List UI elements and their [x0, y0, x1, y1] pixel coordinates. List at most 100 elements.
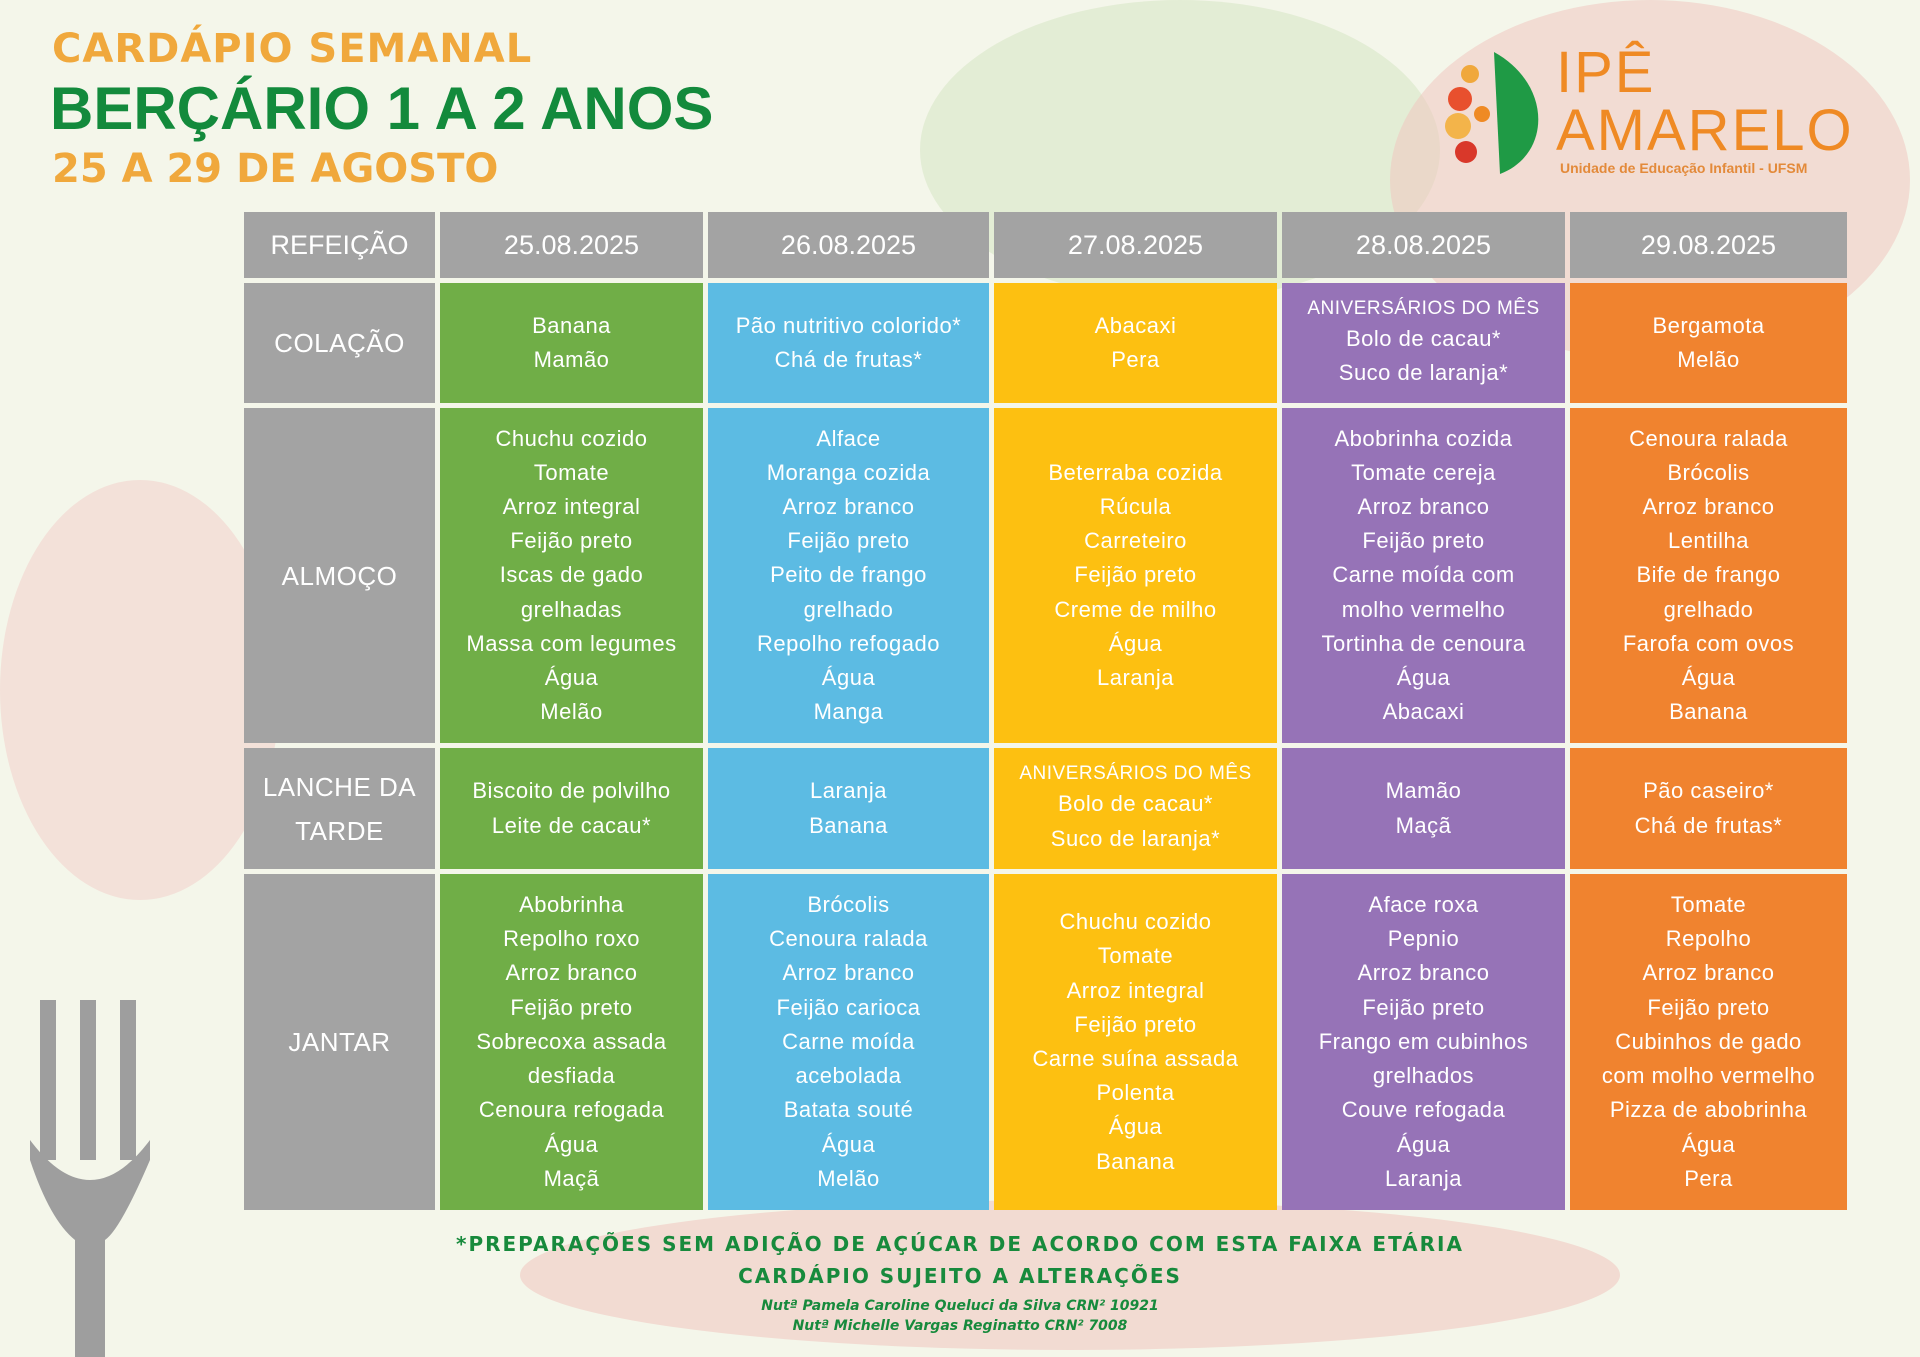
menu-item: Feijão preto — [1074, 1011, 1197, 1037]
menu-item: Bolo de cacau* — [1058, 791, 1213, 817]
menu-item: Água — [1396, 1131, 1451, 1157]
menu-item: Repolho roxo — [503, 926, 640, 952]
menu-item: Arroz integral — [1066, 977, 1205, 1003]
menu-item: Arroz integral — [502, 493, 641, 519]
menu-item: Pizza de abobrinha — [1609, 1097, 1808, 1123]
menu-item: Suco de laranja* — [1338, 360, 1509, 385]
menu-item: Leite de cacau* — [491, 812, 652, 838]
menu-item: grelhadas — [520, 596, 623, 622]
menu-table: REFEIÇÃO 25.08.2025 26.08.2025 27.08.2025 28… — [244, 212, 1847, 1210]
menu-item: Feijão preto — [1647, 994, 1770, 1020]
menu-item: acebolada — [795, 1063, 902, 1089]
menu-item: Abobrinha cozida — [1334, 425, 1513, 451]
menu-item: Couve refogada — [1341, 1097, 1506, 1123]
menu-cell: Aface roxa Pepnio Arroz branco Feijão preto… — [1282, 874, 1565, 1210]
menu-item: Água — [1396, 665, 1451, 690]
menu-item: Água — [821, 1131, 876, 1157]
menu-item: Suco de laranja* — [1050, 825, 1221, 851]
menu-item: Água — [1681, 665, 1736, 690]
menu-cell: Chuchu cozido Tomate Arroz integral Feijão … — [994, 874, 1277, 1210]
menu-item: Cenoura refogada — [478, 1097, 665, 1123]
menu-cell: Abacaxi Pera — [994, 283, 1277, 403]
nutritionist-credit: Nutª Pamela Caroline Queluci da Silva CR… — [761, 1298, 1159, 1314]
menu-item: Carreteiro — [1084, 528, 1187, 554]
menu-item: Bergamota — [1652, 312, 1765, 338]
menu-item: Carne suína assada — [1032, 1046, 1239, 1071]
menu-item: Água — [821, 665, 876, 690]
page-title: BERÇÁRIO 1 A 2 ANOS — [50, 75, 714, 142]
menu-cell: Banana Mamão — [440, 283, 703, 403]
menu-item: Arroz branco — [1642, 960, 1775, 986]
menu-cell: Abobrinha cozida Tomate cereja Arroz branc… — [1282, 408, 1565, 743]
menu-item: Bolo de cacau* — [1346, 325, 1501, 351]
menu-item: Banana — [532, 312, 611, 338]
menu-item: Iscas de gado — [499, 562, 644, 588]
menu-item: Moranga cozida — [766, 459, 931, 485]
menu-item: Banana — [1096, 1148, 1175, 1174]
menu-item: Mamão — [533, 347, 610, 372]
menu-cell: Mamão Maçã — [1282, 748, 1565, 869]
menu-cell: Alface Moranga cozida Arroz branco Feijão p… — [708, 408, 989, 743]
menu-item: Melão — [1677, 347, 1740, 372]
menu-item: Lentilha — [1667, 528, 1750, 554]
header-cell-date: 25.08.2025 — [440, 212, 703, 278]
disclaimer: CARDÁPIO SUJEITO A ALTERAÇÕES — [738, 1264, 1182, 1288]
menu-item: Água — [1108, 630, 1163, 656]
menu-cell: ANIVERSÁRIOS DO MÊS Bolo de cacau* Suco de… — [1282, 283, 1565, 403]
menu-item: Tomate — [533, 459, 610, 485]
menu-item: Abacaxi — [1382, 699, 1465, 725]
menu-item: Abobrinha — [519, 892, 624, 918]
menu-item: Sobrecoxa assada — [476, 1028, 667, 1054]
menu-item: Laranja — [810, 778, 887, 804]
menu-item: Água — [544, 1131, 599, 1157]
menu-item: Creme de milho — [1054, 596, 1217, 622]
menu-cell: Tomate Repolho Arroz branco Feijão preto Cub… — [1570, 874, 1847, 1210]
menu-subtitle: CARDÁPIO SEMANAL — [52, 26, 533, 72]
meal-label: JANTAR — [244, 874, 435, 1210]
menu-item: Feijão carioca — [776, 994, 921, 1020]
ipe-amarelo-logo: IPÊ AMARELO Unidade de Educação Infantil … — [1432, 44, 1852, 184]
menu-item: Arroz branco — [505, 960, 638, 986]
menu-item: Chuchu cozido — [495, 425, 648, 451]
date-range: 25 A 29 DE AGOSTO — [52, 146, 499, 192]
menu-item: Maçã — [543, 1165, 600, 1191]
menu-item: Mamão — [1385, 778, 1462, 804]
menu-cell: Pão caseiro* Chá de frutas* — [1570, 748, 1847, 869]
birthday-tag: ANIVERSÁRIOS DO MÊS — [1019, 763, 1252, 785]
fork-with-fruits-icon — [30, 1000, 150, 1357]
menu-item: Água — [1681, 1131, 1736, 1157]
menu-item: Banana — [809, 812, 888, 838]
menu-item: Manga — [813, 699, 884, 725]
menu-item: Farofa com ovos — [1622, 630, 1795, 656]
menu-item: Feijão preto — [1362, 528, 1485, 554]
menu-item: Tomate — [1097, 943, 1174, 969]
menu-item: Arroz branco — [782, 960, 915, 986]
leaf-logo-icon — [1445, 52, 1539, 174]
bg-decoration — [520, 1200, 1620, 1350]
menu-item: Feijão preto — [510, 994, 633, 1020]
menu-item: Melão — [540, 699, 603, 725]
menu-item: Arroz branco — [1642, 493, 1775, 519]
menu-item: Pera — [1111, 347, 1160, 372]
menu-item: Arroz branco — [1357, 493, 1490, 519]
menu-item: Repolho refogado — [757, 630, 940, 656]
menu-item: Laranja — [1385, 1165, 1462, 1191]
meal-label: COLAÇÃO — [244, 283, 435, 403]
menu-item: Polenta — [1096, 1080, 1175, 1106]
menu-item: Cenoura ralada — [769, 926, 928, 952]
menu-item: Tomate cereja — [1351, 459, 1496, 485]
menu-item: Bife de frango — [1636, 562, 1781, 588]
menu-item: Feijão preto — [1074, 562, 1197, 588]
menu-item: Pepnio — [1387, 926, 1460, 952]
menu-item: Alface — [816, 425, 881, 451]
menu-item: Repolho — [1665, 926, 1752, 952]
menu-item: Rúcula — [1099, 493, 1172, 519]
bg-decoration — [0, 480, 280, 900]
menu-item: Aface roxa — [1368, 892, 1479, 918]
menu-cell: Biscoito de polvilho Leite de cacau* — [440, 748, 703, 869]
menu-cell: Beterraba cozida Rúcula Carreteiro Feijão p… — [994, 408, 1277, 743]
menu-cell: ANIVERSÁRIOS DO MÊS Bolo de cacau* Suco de… — [994, 748, 1277, 869]
menu-item: Brócolis — [1667, 459, 1750, 485]
menu-item: Tortinha de cenoura — [1321, 630, 1526, 656]
menu-item: Carne moída com — [1332, 562, 1515, 588]
